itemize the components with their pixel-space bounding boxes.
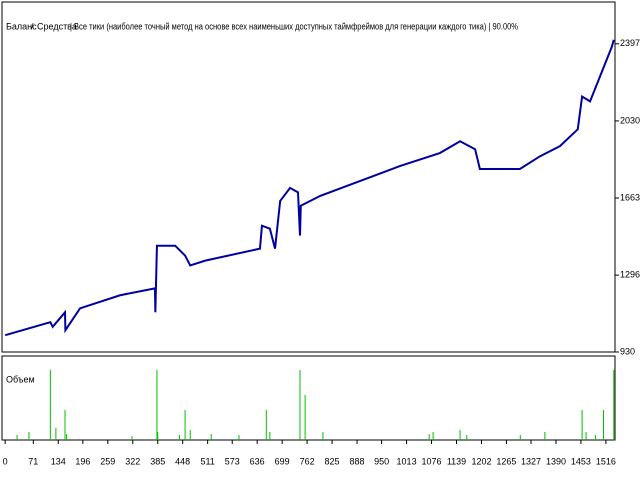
legend-balance: Баланс	[6, 21, 37, 31]
chart-title: | Все тики (наиболее точный метод на осн…	[70, 21, 518, 31]
x-tick-label: 762	[300, 456, 315, 466]
x-tick-label: 636	[250, 456, 265, 466]
x-tick-label: 0	[3, 456, 8, 466]
x-tick-label: 1202	[471, 456, 491, 466]
volume-panel	[1, 355, 616, 441]
balance-line	[4, 39, 615, 337]
main-panel	[1, 1, 616, 353]
x-tick-label: 950	[374, 456, 389, 466]
legend-separator: /	[31, 21, 34, 31]
y-tick-label: 2030	[620, 115, 640, 125]
x-tick-label: 825	[325, 456, 340, 466]
x-tick-label: 322	[125, 456, 140, 466]
y-tick-label: 930	[620, 346, 635, 356]
y-tick-label: 1296	[620, 269, 640, 279]
x-tick-label: 1453	[571, 456, 591, 466]
x-tick-label: 71	[28, 456, 38, 466]
x-tick-label: 1076	[422, 456, 442, 466]
x-tick-label: 385	[150, 456, 165, 466]
x-tick-label: 1327	[521, 456, 541, 466]
x-tick-label: 1265	[496, 456, 516, 466]
y-tick-label: 2397	[620, 38, 640, 48]
x-tick-label: 196	[75, 456, 90, 466]
x-tick-label: 134	[51, 456, 66, 466]
x-tick-label: 259	[100, 456, 115, 466]
x-tick-label: 448	[175, 456, 190, 466]
x-tick-label: 699	[275, 456, 290, 466]
x-tick-label: 1139	[447, 456, 466, 466]
x-tick-label: 573	[225, 456, 240, 466]
legend-equity: Средства	[37, 21, 77, 31]
x-tick-label: 1516	[596, 456, 616, 466]
x-tick-label: 888	[350, 456, 365, 466]
y-tick-label: 1663	[620, 192, 640, 202]
x-tick-label: 511	[200, 456, 214, 466]
volume-label: Объем	[6, 374, 35, 384]
x-tick-label: 1390	[546, 456, 566, 466]
x-tick-label: 1013	[397, 456, 417, 466]
